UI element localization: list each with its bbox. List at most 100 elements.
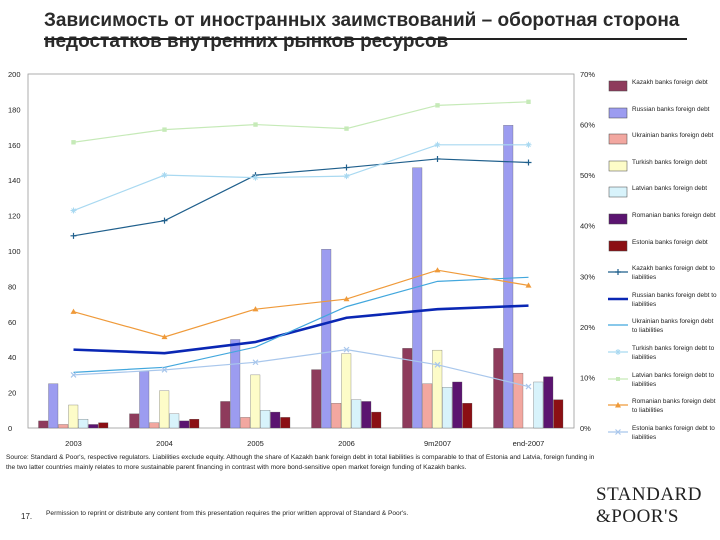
y-left-tick-label: 140 bbox=[8, 176, 21, 185]
legend-swatch bbox=[608, 213, 628, 225]
line-point bbox=[70, 308, 77, 314]
line-point bbox=[343, 296, 350, 302]
legend-swatch-rect bbox=[608, 187, 628, 198]
bar bbox=[402, 348, 413, 429]
y-right-tick-label: 70% bbox=[580, 70, 595, 79]
line-series bbox=[73, 349, 529, 388]
legend-item: Kazakh banks foreign debt to liabilities bbox=[603, 264, 720, 292]
y-left-tick-label: 0 bbox=[8, 424, 12, 433]
x-tick-label: 2005 bbox=[247, 439, 264, 448]
bar bbox=[331, 403, 342, 429]
legend-label: Ukrainian banks foreign debt to liabilit… bbox=[632, 318, 714, 335]
line-point bbox=[435, 103, 440, 108]
y-left-tick-label: 160 bbox=[8, 141, 21, 150]
line-series bbox=[73, 276, 529, 373]
y-right-tick-label: 10% bbox=[580, 373, 595, 382]
x-tick-label: 9m2007 bbox=[424, 439, 451, 448]
y-right-tick-label: 20% bbox=[580, 323, 595, 332]
line-point bbox=[525, 159, 532, 166]
x-tick-label: 2004 bbox=[156, 439, 173, 448]
bar bbox=[280, 417, 291, 429]
bar bbox=[452, 381, 463, 429]
legend-swatch bbox=[608, 349, 628, 355]
line-point bbox=[343, 346, 350, 353]
y-right-tick-label: 60% bbox=[580, 121, 595, 130]
legend-swatch bbox=[608, 160, 628, 172]
bar bbox=[503, 125, 514, 429]
bar bbox=[139, 371, 150, 429]
bar bbox=[351, 399, 362, 429]
bar bbox=[58, 424, 69, 429]
line-point bbox=[434, 361, 441, 368]
legend-swatch-rect bbox=[608, 133, 628, 145]
legend-item: Turkish banks foreign debt bbox=[603, 158, 720, 186]
legend-swatch bbox=[608, 376, 628, 381]
legend-label: Romanian banks foreign debt bbox=[632, 212, 716, 219]
line-point bbox=[434, 141, 441, 148]
line-point bbox=[525, 141, 532, 148]
y-left-tick-label: 200 bbox=[8, 70, 21, 79]
legend-swatch bbox=[608, 402, 628, 408]
bar bbox=[149, 422, 160, 429]
bar bbox=[321, 249, 332, 429]
legend-swatch bbox=[608, 269, 628, 276]
legend-item: Turkish banks foreign debt to liabilitie… bbox=[603, 344, 720, 372]
y-right-tick-label: 0% bbox=[580, 424, 591, 433]
bar bbox=[159, 390, 170, 429]
line-series bbox=[73, 101, 529, 143]
legend-swatch-rect bbox=[608, 213, 628, 225]
line-point bbox=[162, 127, 167, 132]
legend-swatch-rect bbox=[608, 160, 628, 172]
line-point bbox=[344, 126, 349, 131]
y-left-tick-label: 20 bbox=[8, 389, 16, 398]
line-series bbox=[73, 144, 529, 212]
legend-label: Latvian banks foreign debt bbox=[632, 185, 707, 193]
line-point bbox=[161, 172, 168, 179]
line-series bbox=[73, 269, 529, 338]
bar bbox=[553, 399, 564, 429]
legend-label: Kazakh banks foreign debt bbox=[632, 79, 708, 86]
legend-label: Romanian banks foreign debt to liabiliti… bbox=[632, 398, 716, 415]
bar bbox=[442, 387, 453, 429]
legend-swatch bbox=[608, 240, 628, 251]
bar bbox=[260, 410, 271, 429]
legend-swatch bbox=[608, 80, 628, 92]
line-point bbox=[161, 366, 168, 373]
bar bbox=[230, 339, 241, 429]
line-point bbox=[252, 359, 259, 366]
chart: 0 20 40 60 80 100 120 140 160 180 200 0% 10% 20% 30% 4… bbox=[8, 70, 595, 448]
bar bbox=[240, 417, 251, 429]
y-right-tick-label: 30% bbox=[580, 272, 595, 281]
legend-swatch-rect bbox=[608, 107, 628, 118]
legend-item: Latvian banks foreign debt bbox=[603, 184, 720, 212]
legend-swatch bbox=[608, 297, 628, 301]
bar bbox=[38, 420, 49, 429]
bar bbox=[412, 167, 423, 429]
y-left-tick-label: 180 bbox=[8, 105, 21, 114]
line-point bbox=[434, 155, 441, 162]
bar bbox=[462, 403, 473, 429]
bar bbox=[78, 418, 89, 429]
legend-item: Estonia banks foreign debt to liabilitie… bbox=[603, 424, 720, 452]
y-left-tick-label: 100 bbox=[8, 247, 21, 256]
legend-swatch bbox=[608, 324, 628, 326]
legend-label: Estonia banks foreign debt to liabilitie… bbox=[632, 424, 715, 441]
bar bbox=[250, 374, 261, 429]
line-point bbox=[525, 282, 532, 288]
y-left-tick-label: 60 bbox=[8, 318, 16, 327]
line-point bbox=[70, 232, 77, 239]
legend-label: Ukrainian banks foreign debt bbox=[632, 132, 714, 140]
legend-item: Ukrainian banks foreign debt to liabilit… bbox=[603, 317, 720, 345]
legend-swatch bbox=[608, 107, 628, 118]
bar bbox=[129, 413, 140, 429]
legend-swatch-rect bbox=[608, 240, 628, 251]
x-tick-label: 2006 bbox=[338, 439, 355, 448]
sp-logo: STANDARD &POOR'S bbox=[596, 484, 706, 528]
bar bbox=[179, 420, 190, 429]
line-point bbox=[252, 174, 259, 181]
legend-item: Kazakh banks foreign debt bbox=[603, 78, 720, 106]
page-number: 17. bbox=[21, 512, 33, 521]
bar bbox=[361, 401, 372, 429]
legend-item: Romanian banks foreign debt to liabiliti… bbox=[603, 397, 720, 425]
legend-swatch bbox=[608, 133, 628, 145]
